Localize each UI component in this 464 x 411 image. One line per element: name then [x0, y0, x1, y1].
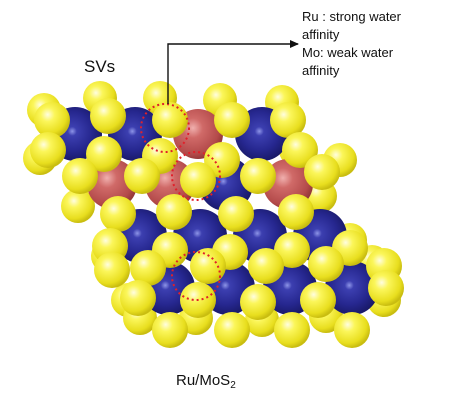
figure-caption: Ru/MoS2 [176, 372, 236, 391]
sulfur-atom [204, 142, 240, 178]
sulfur-atom [30, 132, 66, 168]
sulfur-atom [214, 102, 250, 138]
defect-label: SVs [84, 57, 116, 76]
sulfur-atom [152, 102, 188, 138]
sulfur-atom [334, 312, 370, 348]
sulfur-atom [218, 196, 254, 232]
caption-main: Ru/MoS [176, 372, 231, 389]
sulfur-atom [156, 194, 192, 230]
sulfur-vacancy-marker [171, 251, 221, 301]
sulfur-atom [300, 282, 336, 318]
front-sulfur-layer [30, 98, 404, 348]
sulfur-atom [86, 136, 122, 172]
note-line-ru: Ru : strong water [302, 9, 401, 24]
sulfur-atom [190, 248, 226, 284]
sulfur-atom [282, 132, 318, 168]
sulfur-atom [240, 158, 276, 194]
vacancy-markers [140, 103, 221, 301]
sulfur-atom [130, 250, 166, 286]
sulfur-atom [94, 252, 130, 288]
sulfur-atom [240, 284, 276, 320]
sulfur-atom [100, 196, 136, 232]
note-line-mo-cont: affinity [302, 63, 340, 78]
note-line-ru-cont: affinity [302, 27, 340, 42]
sulfur-atom-back [61, 189, 95, 223]
note-line-mo: Mo: weak water [302, 45, 394, 60]
sulfur-atom [274, 232, 310, 268]
sulfur-atom [304, 154, 340, 190]
sulfur-atom [248, 248, 284, 284]
ruthenium-atom [87, 159, 137, 209]
sulfur-atom [278, 194, 314, 230]
sulfur-atom [124, 158, 160, 194]
sulfur-atom [90, 98, 126, 134]
sulfur-atom [274, 312, 310, 348]
sulfur-atom [214, 312, 250, 348]
sulfur-vacancy-marker [140, 103, 190, 153]
sulfur-atom [152, 312, 188, 348]
sulfur-vacancy-marker [171, 151, 221, 201]
pointer-arrow [167, 40, 299, 104]
sulfur-atom [308, 246, 344, 282]
sulfur-atom [120, 280, 156, 316]
sulfur-atom [180, 162, 216, 198]
sulfur-atom [368, 270, 404, 306]
sulfur-atom [34, 102, 70, 138]
sulfur-atom [62, 158, 98, 194]
caption-subscript: 2 [230, 380, 236, 391]
sulfur-atom [270, 102, 306, 138]
